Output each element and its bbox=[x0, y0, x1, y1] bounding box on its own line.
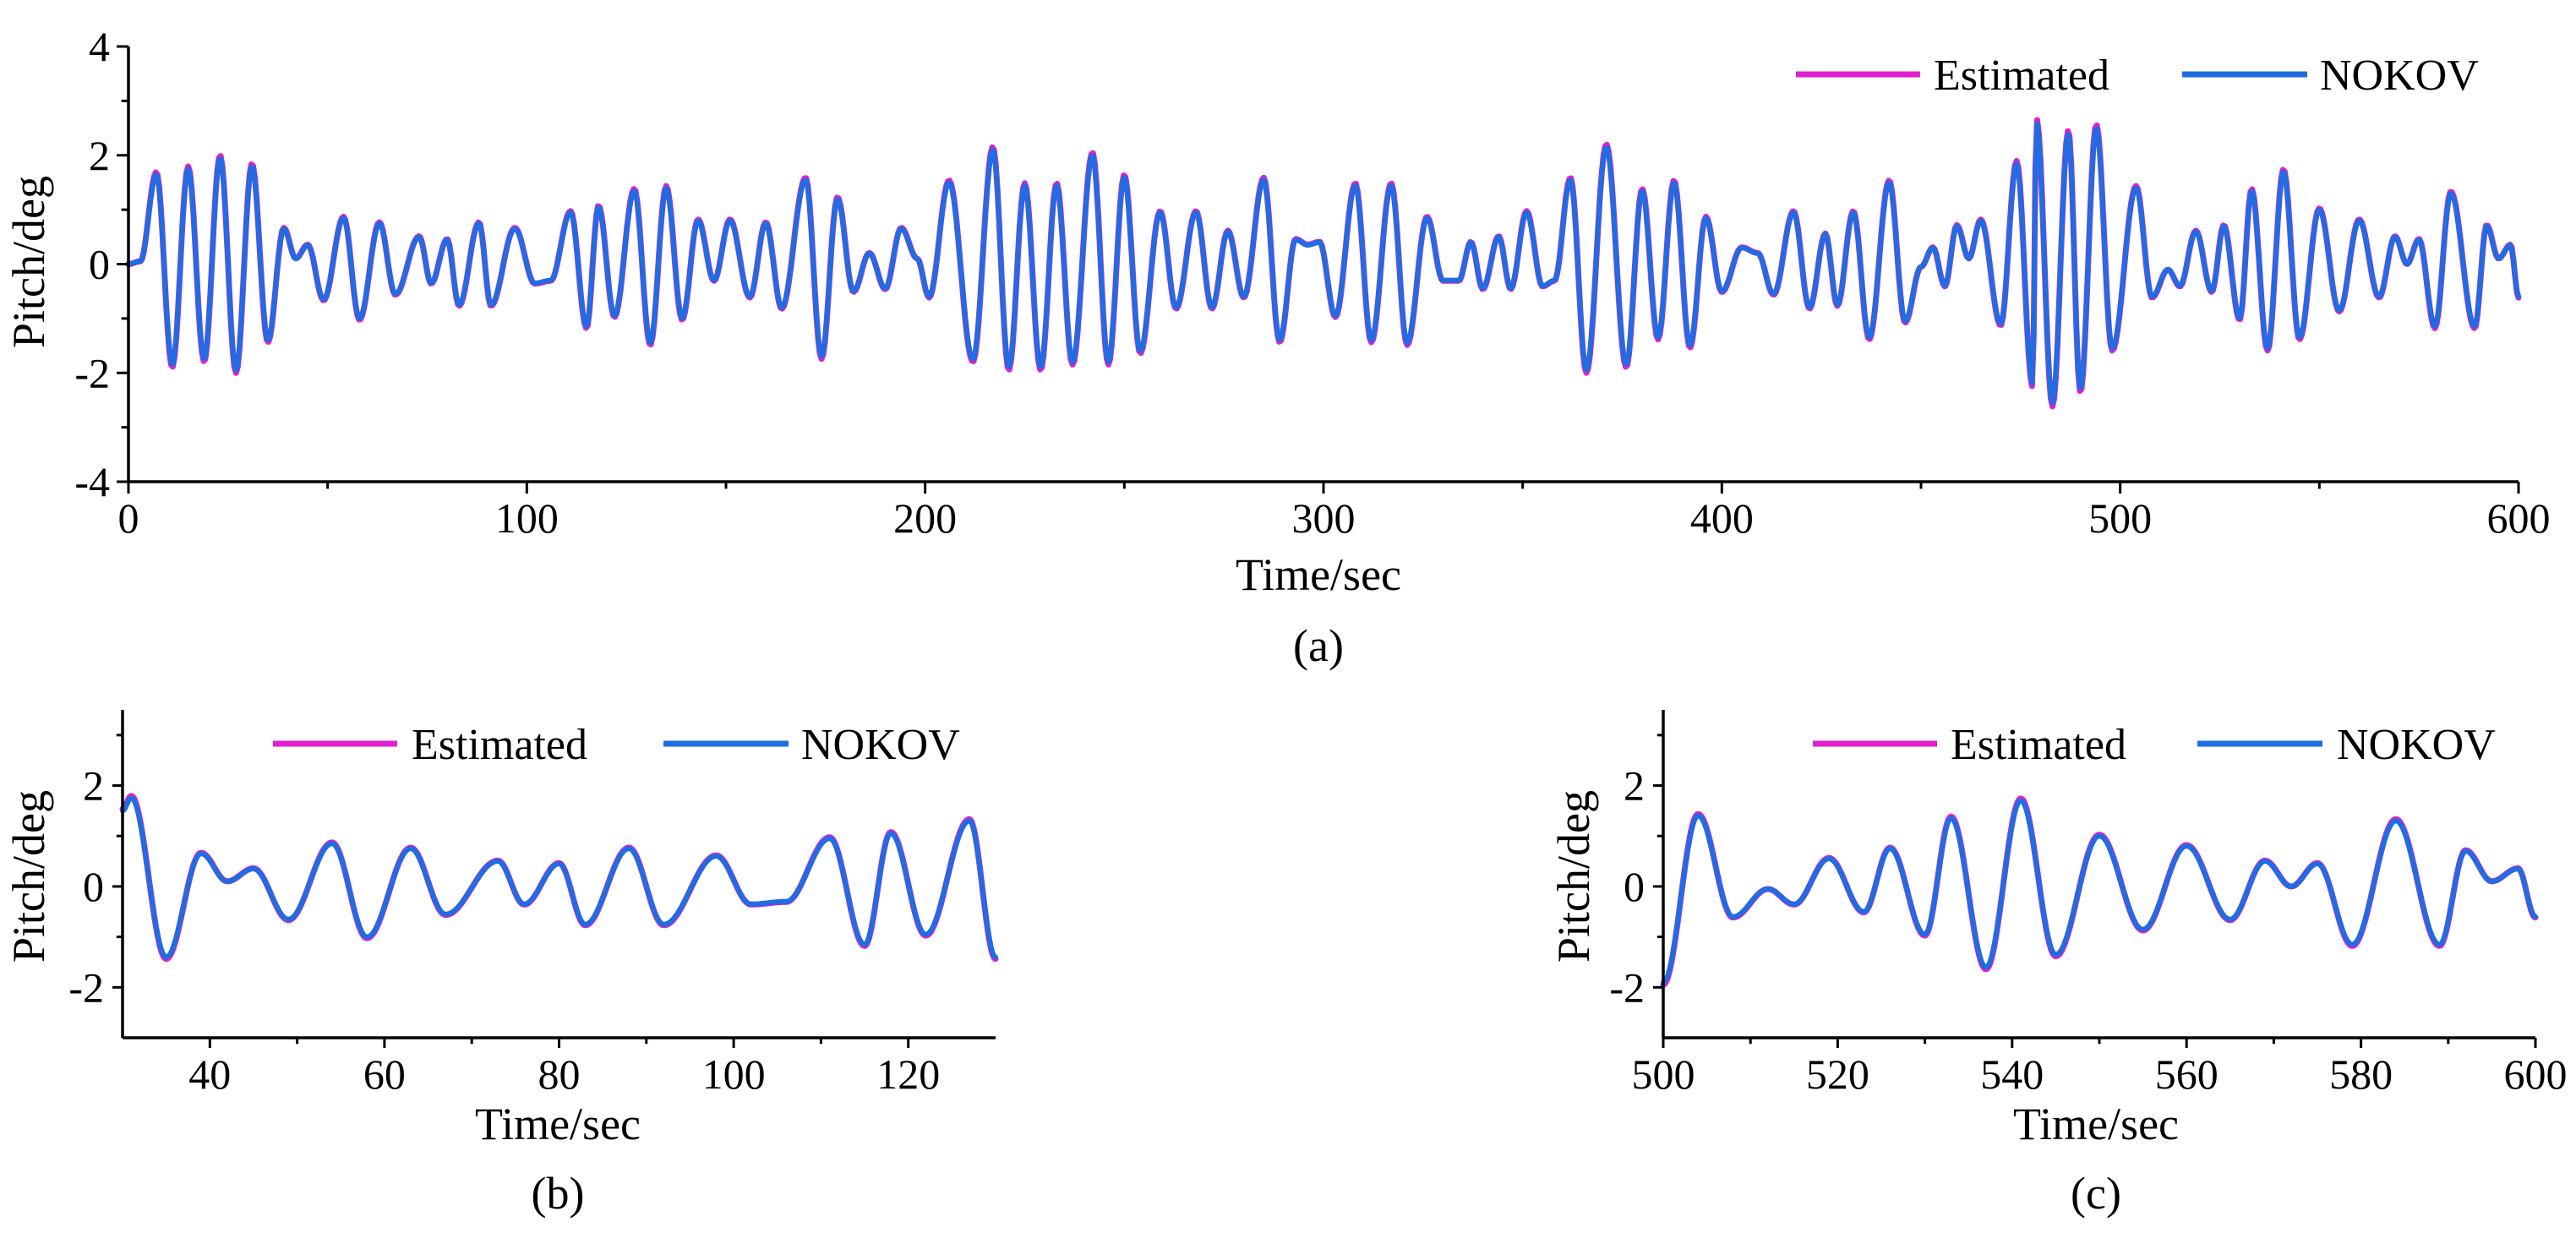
x-tick-label-c: 600 bbox=[2504, 1050, 2568, 1098]
panel-b-caption: (b) bbox=[532, 1168, 585, 1219]
x-tick-label-b: 60 bbox=[363, 1050, 406, 1098]
x-tick-label-a: 400 bbox=[1690, 494, 1754, 542]
y-tick-label-a: -4 bbox=[74, 458, 110, 505]
panel-a-caption: (a) bbox=[1293, 620, 1344, 671]
panel-b: 40 60 80 100 120 -2 0 2 Time/sec Pitch/deg Esti… bbox=[3, 710, 999, 1219]
x-tick-label-b: 80 bbox=[538, 1050, 581, 1098]
panel-a: 0 100 200 300 400 500 600 -4 -2 0 2 4 Time/sec Pitc… bbox=[3, 23, 2551, 671]
panel-c-caption: (c) bbox=[2071, 1168, 2121, 1219]
legend-c-estimated-label: Estimated bbox=[1951, 721, 2126, 769]
x-tick-label-b: 100 bbox=[702, 1050, 766, 1098]
series-nokov-c bbox=[1661, 798, 2538, 985]
panel-a-y-axis-title: Pitch/deg bbox=[3, 176, 54, 348]
x-tick-label-a: 500 bbox=[2088, 494, 2152, 542]
panel-c-legend: Estimated NOKOV bbox=[1813, 721, 2496, 769]
plot-area-a: 0 100 200 300 400 500 600 -4 -2 0 2 4 bbox=[74, 23, 2550, 542]
y-tick-label-b: 0 bbox=[83, 863, 104, 910]
x-tick-label-c: 520 bbox=[1806, 1050, 1869, 1098]
panel-c: 500 520 540 560 580 600 -2 0 2 Time/sec Pitch/de… bbox=[1548, 710, 2568, 1219]
y-tick-label-b: 2 bbox=[83, 762, 104, 810]
series-nokov-a bbox=[126, 121, 2521, 406]
panel-b-legend: Estimated NOKOV bbox=[273, 721, 960, 769]
legend-b-estimated-label: Estimated bbox=[412, 721, 587, 769]
y-tick-label-c: 2 bbox=[1624, 762, 1645, 810]
plot-area-c: 500 520 540 560 580 600 -2 0 2 bbox=[1609, 710, 2568, 1098]
series-nokov-b bbox=[120, 795, 998, 960]
legend-b-nokov-label: NOKOV bbox=[801, 721, 960, 769]
x-tick-label-b: 40 bbox=[188, 1050, 231, 1098]
x-tick-label-a: 300 bbox=[1292, 494, 1356, 542]
x-tick-label-a: 600 bbox=[2487, 494, 2551, 542]
legend-c-nokov-label: NOKOV bbox=[2337, 721, 2496, 769]
plot-area-b: 40 60 80 100 120 -2 0 2 bbox=[68, 710, 999, 1098]
x-tick-label-c: 580 bbox=[2329, 1050, 2393, 1098]
x-tick-label-c: 560 bbox=[2155, 1050, 2219, 1098]
panel-b-y-axis-title: Pitch/deg bbox=[3, 790, 54, 963]
y-tick-label-a: 4 bbox=[89, 23, 110, 70]
legend-a-estimated-label: Estimated bbox=[1934, 52, 2109, 100]
x-tick-label-a: 0 bbox=[118, 494, 139, 542]
y-tick-label-a: 2 bbox=[89, 132, 110, 179]
panel-c-x-axis-title: Time/sec bbox=[2013, 1099, 2179, 1149]
x-tick-label-c: 540 bbox=[1980, 1050, 2044, 1098]
panel-a-legend: Estimated NOKOV bbox=[1796, 52, 2479, 100]
panel-b-x-axis-title: Time/sec bbox=[475, 1099, 641, 1149]
x-tick-label-c: 500 bbox=[1632, 1050, 1695, 1098]
panel-c-y-axis-title: Pitch/deg bbox=[1548, 790, 1599, 963]
x-tick-label-a: 200 bbox=[893, 494, 957, 542]
series-estimated-b bbox=[119, 793, 999, 963]
x-tick-label-b: 120 bbox=[876, 1050, 940, 1098]
panel-a-x-axis-title: Time/sec bbox=[1236, 549, 1401, 600]
y-tick-label-a: -2 bbox=[74, 349, 110, 396]
y-tick-label-c: 0 bbox=[1624, 863, 1645, 910]
y-tick-label-c: -2 bbox=[1609, 963, 1645, 1011]
y-tick-label-a: 0 bbox=[89, 241, 110, 288]
legend-a-nokov-label: NOKOV bbox=[2320, 52, 2479, 100]
x-tick-label-a: 100 bbox=[495, 494, 559, 542]
y-tick-label-b: -2 bbox=[68, 963, 104, 1011]
